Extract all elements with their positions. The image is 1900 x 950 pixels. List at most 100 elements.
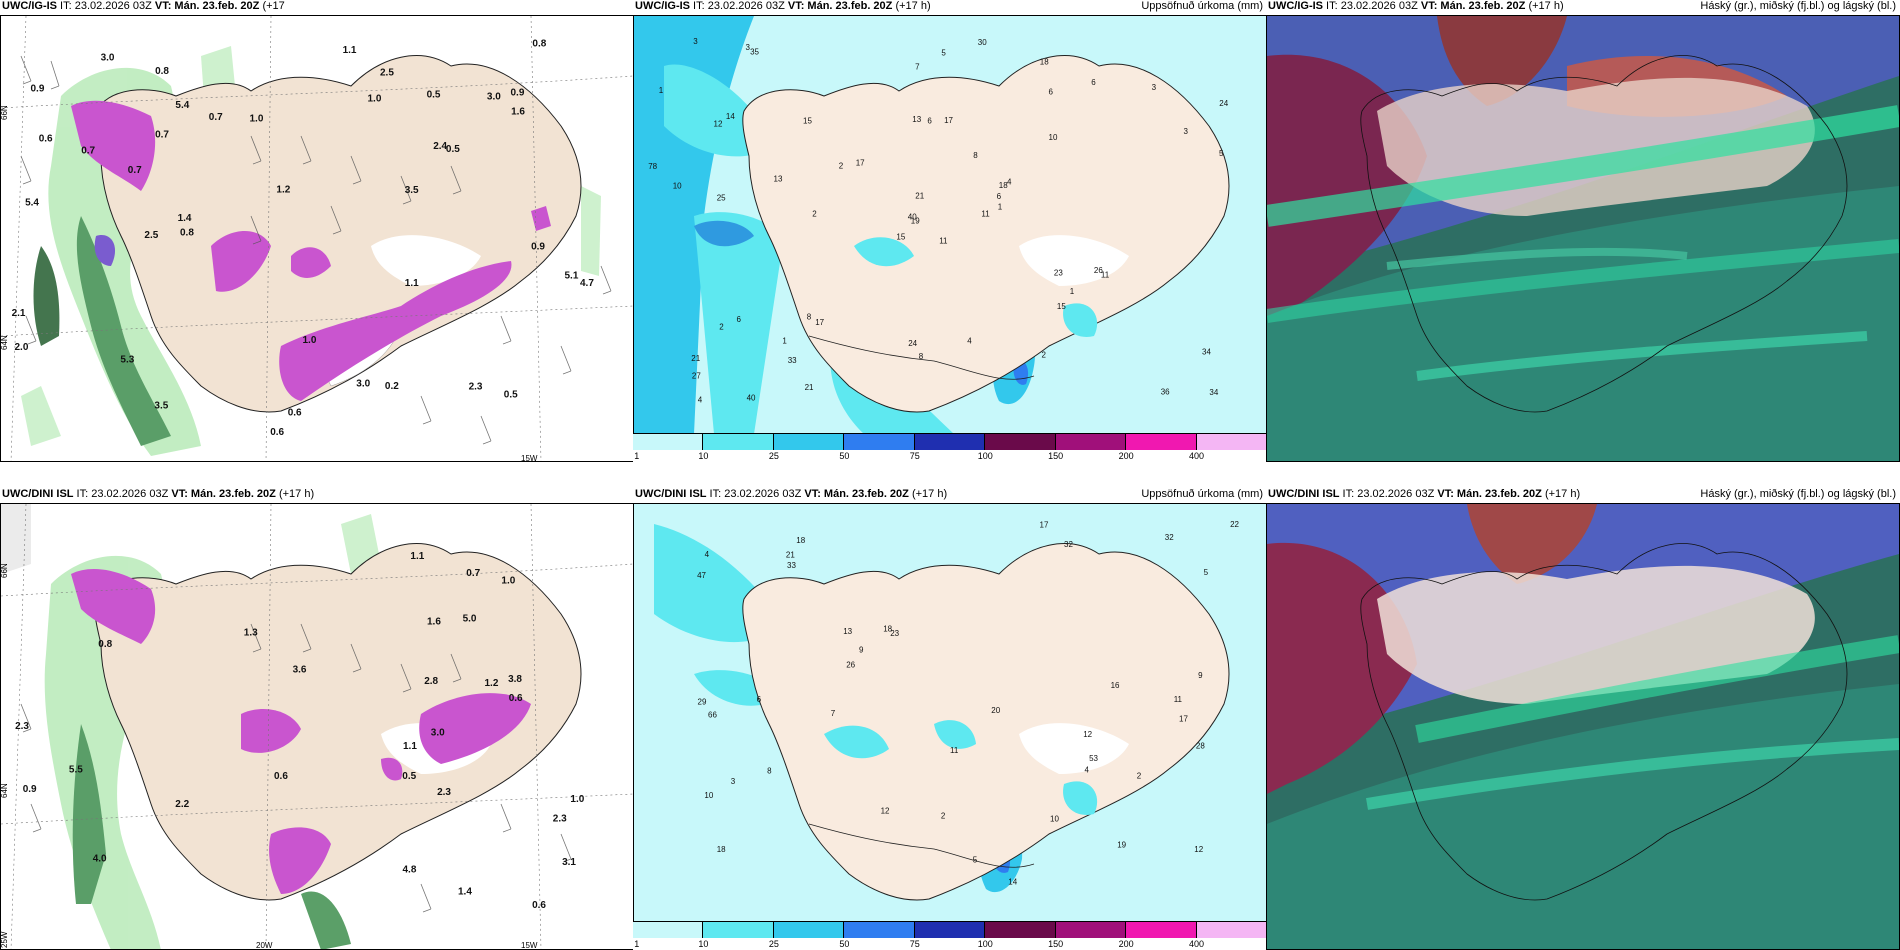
value-label: 2.4	[433, 141, 447, 152]
value-label: 3.0	[356, 378, 370, 389]
value-label: 18	[1040, 57, 1049, 66]
value-label: 10	[673, 182, 682, 191]
wind-precip-map: 66N 64N 15W 0.6 0.7 3.5 0.6 3.0 0.6 1.1 0.8 0.9 4…	[1, 16, 633, 462]
value-label: 4.0	[93, 854, 107, 865]
value-label: 4.8	[403, 864, 417, 875]
panel-dini-accum-precip: UWC/DINI ISL IT: 23.02.2026 03Z VT: Mán.…	[633, 488, 1267, 950]
colorbar-tick-label: 75	[909, 939, 920, 949]
value-label: 11	[939, 237, 948, 246]
colorbar-swatch	[773, 922, 845, 938]
value-label: 4	[1007, 178, 1012, 187]
value-label: 21	[915, 192, 924, 201]
panel-dini-clouds: UWC/DINI ISL IT: 23.02.2026 03Z VT: Mán.…	[1266, 488, 1900, 950]
value-label: 3	[731, 777, 736, 786]
value-label: 2.5	[144, 230, 158, 241]
value-label: 0.6	[288, 408, 302, 419]
value-label: 36	[1161, 387, 1170, 396]
colorbar-tick-label: 1	[634, 451, 640, 461]
map-frame: 11 12 19 21 18 17 18 17 6 11 35 34 25 24 15 10 40 13 8 6 17 2…	[633, 15, 1267, 462]
value-label: 2	[719, 323, 724, 332]
value-label: 1.1	[403, 741, 417, 752]
lon-label-15w: 15W	[521, 454, 538, 462]
value-label: 5.0	[463, 614, 477, 625]
lat-label-66n: 66N	[1, 105, 9, 120]
map-frame: 66N 64N 25W 20W 15W 0.5 1.0 1.2 2.3 4.8 5.0 3.…	[0, 503, 634, 950]
colorbar-swatch	[844, 434, 915, 450]
colorbar-swatch	[985, 922, 1056, 938]
value-label: 15	[1057, 302, 1066, 311]
value-label: 21	[691, 354, 700, 363]
panel-title: UWC/DINI ISL IT: 23.02.2026 03Z VT: Mán.…	[1268, 488, 1581, 500]
value-label: 2	[1042, 351, 1047, 360]
colorbar-swatch	[1126, 434, 1197, 450]
value-label: 6	[927, 116, 932, 125]
value-label: 0.7	[209, 112, 223, 123]
colorbar-tick-label: 10	[698, 451, 709, 461]
value-label: 2.5	[380, 67, 394, 78]
value-label: 3	[1184, 127, 1189, 136]
value-label: 14	[726, 112, 735, 121]
value-label: 1	[998, 203, 1003, 212]
value-label: 16	[1111, 681, 1120, 690]
value-label: 0.9	[23, 784, 37, 795]
colorbar-tick-label: 100	[977, 939, 993, 949]
value-label: 3.1	[562, 857, 576, 868]
value-label: 13	[774, 175, 783, 184]
value-label: 7	[831, 709, 836, 718]
value-label: 5	[973, 855, 978, 864]
panel-ig-wind-precip: UWC/IG-IS IT: 23.02.2026 03Z VT: Mán. 23…	[0, 0, 634, 462]
value-label: 24	[1219, 99, 1228, 108]
panel-title: UWC/DINI ISL IT: 23.02.2026 03Z VT: Mán.…	[635, 488, 948, 500]
value-label: 26	[846, 660, 855, 669]
panel-title: UWC/IG-IS IT: 23.02.2026 03Z VT: Mán. 23…	[2, 0, 285, 12]
value-label: 5.3	[120, 355, 134, 366]
value-label: 11	[981, 209, 990, 218]
value-label: 22	[1230, 520, 1239, 529]
lat-label-66n: 66N	[1, 563, 9, 578]
value-label: 0.7	[155, 130, 169, 141]
value-label: 15	[896, 233, 905, 242]
value-label: 5	[941, 48, 946, 57]
value-label: 0.6	[509, 693, 523, 704]
value-label: 5	[1219, 149, 1224, 158]
value-label: 33	[787, 561, 796, 570]
value-label: 3.5	[154, 400, 168, 411]
lat-label-64n: 64N	[1, 783, 9, 798]
value-label: 0.9	[511, 88, 525, 99]
value-label: 3	[1152, 83, 1157, 92]
value-label: 47	[697, 571, 706, 580]
value-label: 10	[1049, 133, 1058, 142]
panel-right-title: Háský (gr.), miðský (fj.bl.) og lágský (…	[1700, 488, 1896, 500]
value-label: 0.2	[385, 381, 399, 392]
value-label: 1	[1070, 287, 1075, 296]
value-label: 0.5	[427, 90, 441, 101]
panel-right-title: Háský (gr.), miðský (fj.bl.) og lágský (…	[1700, 0, 1896, 12]
value-label: 4	[1085, 765, 1090, 774]
value-label: 11	[950, 746, 959, 755]
value-label: 1	[659, 86, 664, 95]
colorbar-swatch	[1196, 922, 1267, 938]
value-label: 2.0	[15, 342, 29, 353]
value-label: 4	[698, 396, 703, 405]
panel-right-title: Uppsöfnuð úrkoma (mm)	[1141, 0, 1263, 12]
value-label: 19	[1117, 840, 1126, 849]
value-label: 2	[941, 811, 946, 820]
value-label: 53	[1089, 754, 1098, 763]
value-label: 1.1	[405, 278, 419, 289]
map-frame	[1266, 15, 1900, 462]
colorbar-swatch	[633, 922, 704, 938]
value-label: 32	[1064, 540, 1073, 549]
value-label: 66	[708, 710, 717, 719]
value-label: 5.1	[565, 271, 579, 282]
value-label: 12	[881, 806, 890, 815]
value-label: 35	[750, 48, 759, 57]
colorbar-tick-label: 1	[634, 939, 640, 949]
value-label: 18	[999, 181, 1008, 190]
lon-label-20w: 20W	[256, 941, 273, 950]
map-frame: 12 17 18 18 23 19 10 32 13 14 47 29 4 12 12 9 11 20 18 8 22 3…	[633, 503, 1267, 950]
value-label: 10	[704, 791, 713, 800]
value-label: 2.2	[175, 799, 189, 810]
value-label: 8	[919, 352, 924, 361]
colorbar-tick-label: 400	[1189, 939, 1205, 949]
value-label: 0.7	[466, 568, 480, 579]
